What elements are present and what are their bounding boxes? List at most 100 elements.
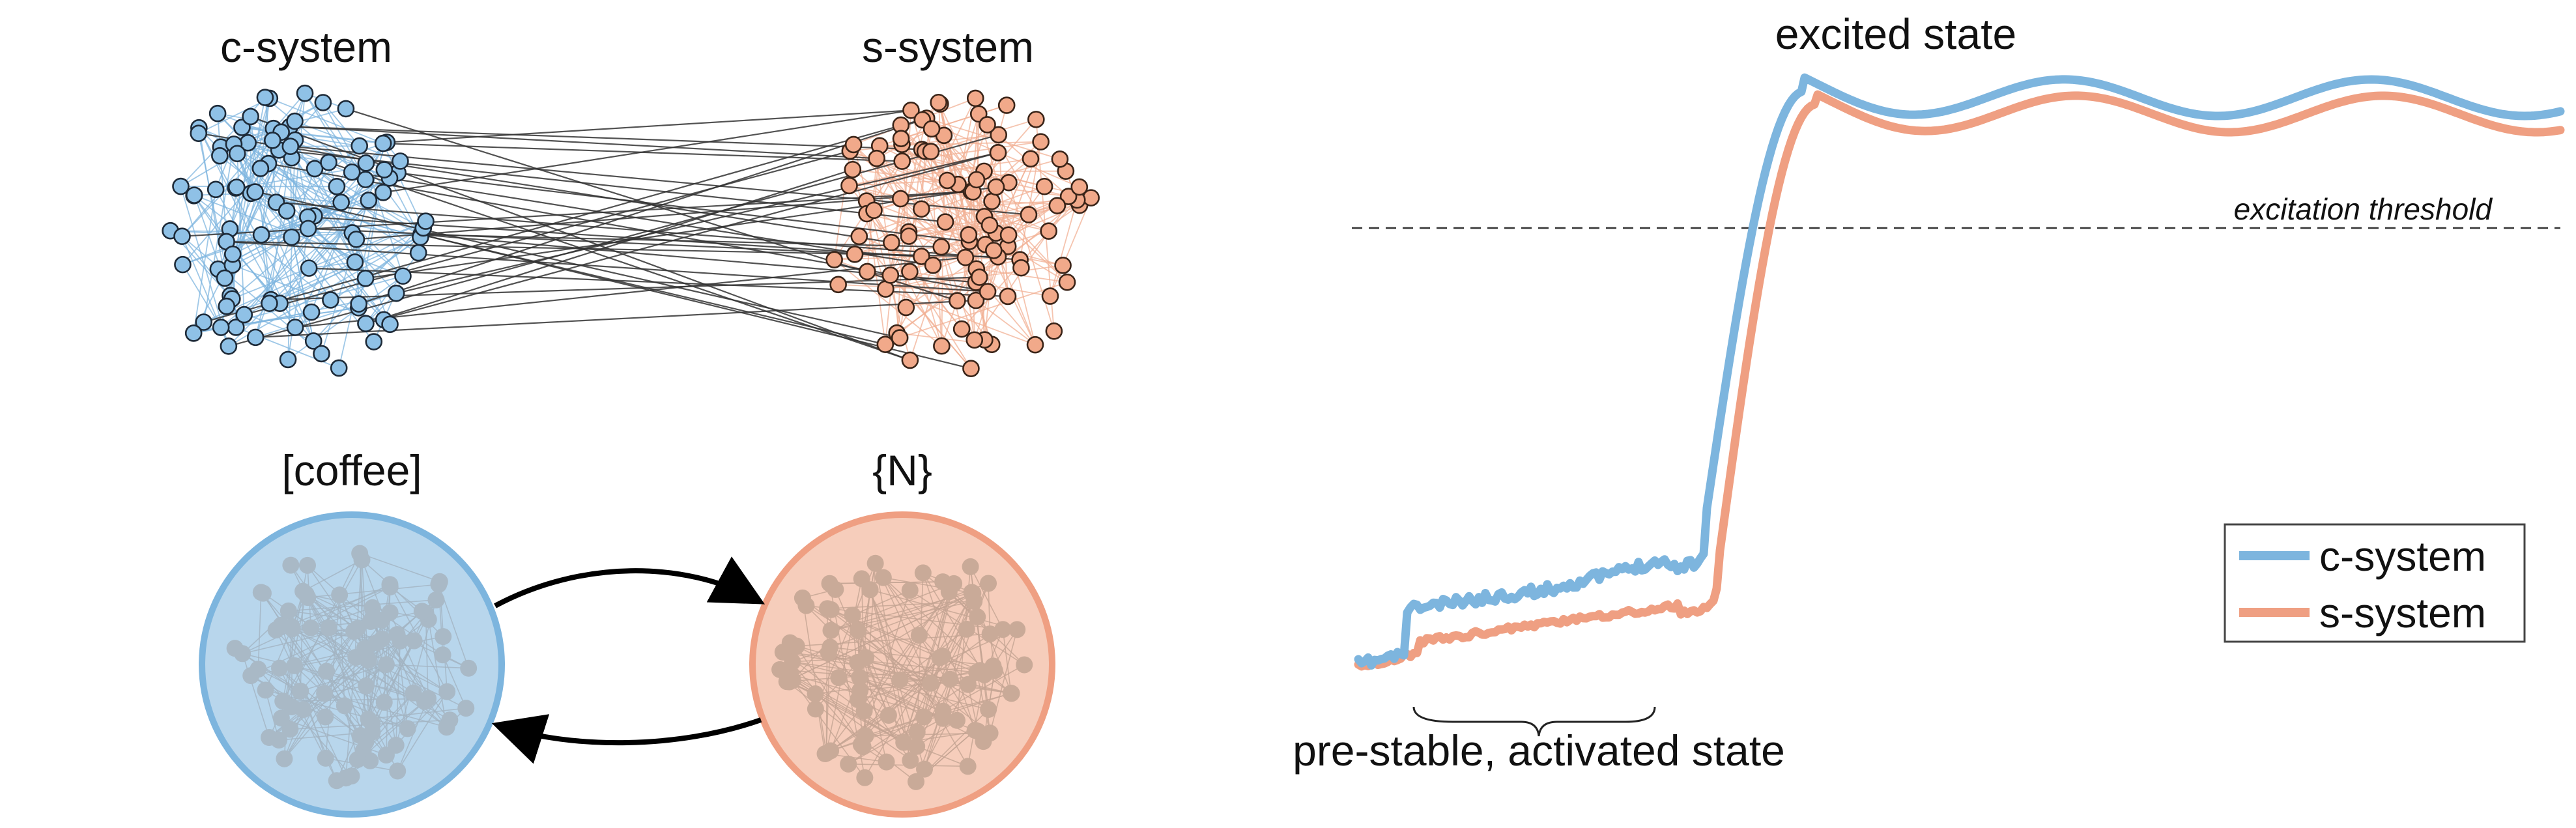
- s-system-node: [1027, 111, 1045, 128]
- excitation-threshold-label: excitation threshold: [2234, 192, 2493, 226]
- inner-edge: [949, 591, 991, 635]
- s-system-node: [989, 144, 1007, 162]
- inner-node: [980, 701, 997, 719]
- inner-edge: [806, 605, 931, 684]
- s-system-node: [902, 101, 920, 119]
- legend: c-system s-system: [2224, 523, 2526, 643]
- s-system-node: [892, 130, 910, 148]
- s-system-edge: [937, 102, 946, 222]
- coffee-circle-label: [coffee]: [281, 446, 422, 494]
- inner-node: [336, 697, 353, 715]
- c-system-curve: [1354, 73, 2565, 670]
- inner-node: [807, 685, 824, 703]
- inner-node: [853, 570, 870, 588]
- inner-node: [272, 709, 290, 727]
- s-system-edge: [853, 144, 911, 361]
- legend-label-s-system: s-system: [2319, 590, 2486, 636]
- c-system-node: [211, 147, 229, 165]
- c-system-edge: [308, 216, 421, 238]
- s-system-edge: [921, 151, 926, 209]
- c-system-node: [256, 89, 274, 106]
- cross-system-edge: [198, 132, 892, 244]
- cross-system-edge: [236, 186, 900, 339]
- s-system-node: [892, 190, 909, 208]
- inner-edge: [294, 665, 385, 703]
- pre-stable-label: pre-stable, activated state: [1293, 726, 1785, 775]
- cross-system-edge: [294, 257, 966, 328]
- inner-edge: [790, 674, 917, 747]
- inner-edge: [257, 592, 262, 670]
- inner-edge: [857, 563, 876, 663]
- inner-edge: [870, 589, 1018, 631]
- c-system-node: [304, 332, 322, 350]
- inner-edge: [306, 593, 366, 651]
- c-system-node: [357, 315, 375, 332]
- c-system-node: [251, 160, 270, 177]
- c-system-node: [283, 228, 300, 246]
- s-system-node: [840, 177, 858, 195]
- inner-node: [267, 621, 285, 639]
- s-system-node: [1035, 177, 1053, 195]
- inner-edge: [900, 629, 1018, 681]
- inner-node: [434, 646, 451, 664]
- c-system-node: [281, 137, 300, 155]
- c-system-node: [375, 161, 394, 178]
- inner-node: [915, 760, 933, 778]
- inner-edge: [308, 584, 439, 598]
- c-system-node: [302, 303, 321, 321]
- inner-node: [320, 619, 337, 636]
- inner-node: [986, 662, 1003, 679]
- inner-node: [364, 723, 381, 741]
- c-system-node: [381, 315, 399, 334]
- s-system-node: [990, 126, 1008, 144]
- cross-system-edge: [383, 142, 902, 162]
- inner-node: [254, 584, 272, 602]
- s-system-node: [924, 256, 942, 274]
- s-system-node: [1054, 257, 1072, 274]
- inner-edge: [302, 559, 362, 592]
- s-system-node: [913, 248, 930, 265]
- activation-plot: excitation threshold excited state pre-s…: [1293, 10, 2565, 775]
- n-inner-network: [771, 554, 1033, 790]
- inner-node: [356, 640, 373, 657]
- inner-node: [257, 681, 274, 699]
- n-circle-label: {N}: [872, 446, 932, 494]
- c-system-node: [216, 269, 234, 287]
- c-system-node: [351, 137, 368, 155]
- inner-node: [780, 673, 798, 691]
- c-system-node: [246, 183, 264, 201]
- inner-edge: [242, 653, 429, 700]
- c-system-node: [212, 319, 230, 336]
- c-system-edge: [198, 128, 225, 279]
- s-system-node: [983, 192, 1001, 210]
- pre-stable-brace: [1412, 706, 1656, 737]
- inner-node: [807, 700, 824, 718]
- inner-node: [784, 653, 801, 670]
- inner-node: [818, 745, 835, 762]
- c-system-node: [409, 244, 427, 262]
- c-system-node: [227, 178, 246, 196]
- inner-edge: [916, 745, 968, 767]
- s-system-node: [966, 89, 984, 107]
- s-system-node: [987, 178, 1005, 196]
- c-system-edge: [269, 98, 384, 144]
- inner-node: [852, 681, 869, 699]
- s-system-node: [1040, 222, 1057, 240]
- inner-edge: [242, 653, 270, 738]
- c-system-node: [356, 270, 375, 287]
- s-system-node: [1051, 150, 1069, 168]
- s-system-node: [850, 227, 868, 246]
- inner-node: [856, 769, 874, 786]
- s-system-node: [876, 335, 894, 353]
- s-system-node: [932, 238, 951, 256]
- s-system-node: [900, 227, 918, 245]
- s-system-node: [933, 337, 951, 355]
- cross-system-edge: [255, 300, 977, 338]
- inner-edge: [969, 566, 1004, 630]
- s-system-node: [881, 266, 900, 284]
- inner-node: [907, 773, 924, 790]
- c-system-node: [347, 231, 365, 248]
- inner-node: [980, 575, 997, 592]
- inner-edge: [263, 593, 325, 694]
- c-system-node: [220, 337, 238, 355]
